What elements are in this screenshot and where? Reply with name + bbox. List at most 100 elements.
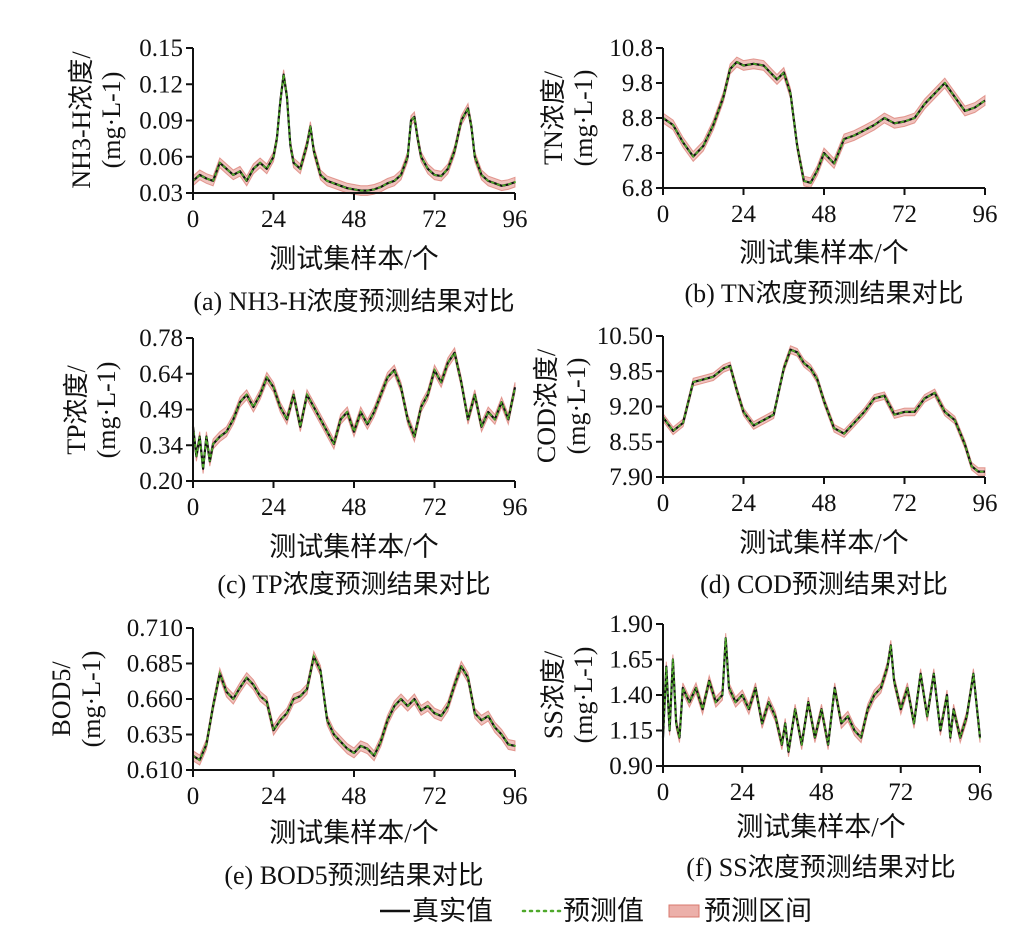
panel-e-xtick-label: 48 (342, 783, 367, 810)
panel-b-ylabel-line2: (mg·L-1) (569, 70, 598, 167)
panel-d-ytick-label: 8.55 (609, 429, 653, 456)
panel-f-xlabel: 测试集样本/个 (736, 812, 906, 842)
panel-d-xlabel: 测试集样本/个 (739, 528, 909, 558)
panel-c: TP浓度/ (mg·L-1) 测试集样本/个 (c) TP浓度预测结果对比 0.… (62, 325, 528, 599)
panel-d-interval-band (662, 345, 986, 476)
panel-c-xtick-label: 24 (261, 494, 287, 521)
legend-true-label: 真实值 (412, 896, 493, 926)
panel-e-interval-band (192, 649, 516, 766)
panel-a-ytick-label: 0.03 (139, 180, 183, 207)
panel-b-xtick-label: 96 (973, 201, 998, 228)
panel-b-xtick-label: 72 (892, 201, 917, 228)
panel-a-xtick-label: 24 (261, 206, 287, 233)
panel-a: NH3-H浓度/ (mg·L-1) 测试集样本/个 (a) NH3-H浓度预测结… (67, 35, 528, 316)
panel-e-ytick-label: 0.610 (127, 757, 183, 784)
panel-d-ytick-label: 7.90 (609, 464, 653, 491)
panel-f-xtick-label: 24 (730, 779, 756, 806)
panel-c-ytick-label: 0.34 (139, 432, 183, 459)
panel-d-xtick-label: 24 (731, 490, 757, 517)
panel-f-pred-line (662, 638, 981, 752)
panel-d-true-line (662, 348, 985, 473)
panel-d-caption: (d) COD预测结果对比 (700, 570, 948, 599)
panel-f-xtick-label: 48 (809, 779, 834, 806)
panel-f-ytick-label: 0.90 (609, 753, 653, 780)
panel-d-pred-line (662, 348, 986, 473)
panel-b-ytick-label: 7.8 (622, 140, 653, 167)
panel-a-caption: (a) NH3-H浓度预测结果对比 (193, 287, 514, 316)
panel-c-caption: (c) TP浓度预测结果对比 (217, 570, 490, 599)
panel-a-ytick-label: 0.15 (139, 35, 183, 62)
panel-e-xlabel: 测试集样本/个 (269, 818, 439, 848)
panel-b-interval-band (662, 56, 986, 189)
panel-f-ylabel-line1: SS浓度/ (539, 650, 568, 739)
panel-c-ytick-label: 0.78 (139, 325, 183, 352)
panel-e-xtick-label: 24 (261, 783, 287, 810)
panel-a-ytick-label: 0.12 (139, 71, 183, 98)
panel-f-ytick-label: 1.90 (609, 611, 653, 638)
panel-e-xtick-label: 72 (422, 783, 447, 810)
panel-d: COD浓度/ (mg·L-1) 测试集样本/个 (d) COD预测结果对比 7.… (532, 323, 998, 599)
panel-b-ylabel-line1: TN浓度/ (539, 70, 568, 165)
panel-f: SS浓度/ (mg·L-1) 测试集样本/个 (f) SS浓度预测结果对比 0.… (539, 611, 993, 882)
panel-e-ylabel-line1: BOD5/ (47, 661, 76, 737)
panel-d-ylabel-line1: COD浓度/ (532, 348, 561, 463)
panel-f-xtick-label: 72 (888, 779, 913, 806)
legend-interval-label: 预测区间 (704, 896, 812, 926)
panel-c-xtick-label: 0 (187, 494, 200, 521)
panel-b-ytick-label: 10.8 (609, 35, 653, 62)
panel-f-interval-band (662, 633, 981, 757)
panel-c-ytick-label: 0.49 (139, 397, 183, 424)
panel-a-true-line (192, 73, 516, 192)
panel-b-ytick-label: 9.8 (622, 70, 653, 97)
legend-pred-label: 预测值 (563, 896, 644, 926)
panel-e-ylabel-line2: (mg·L-1) (77, 651, 106, 748)
panel-e-ytick-label: 0.685 (127, 651, 183, 678)
panel-b-ytick-label: 6.8 (622, 175, 653, 202)
panel-f-ylabel-line2: (mg·L-1) (569, 647, 598, 744)
panel-d-ytick-label: 10.50 (597, 323, 653, 350)
panel-a-xtick-label: 72 (422, 206, 447, 233)
panel-b-caption: (b) TN浓度预测结果对比 (684, 279, 963, 308)
panel-b-xtick-label: 48 (812, 201, 837, 228)
panel-a-ytick-label: 0.09 (139, 108, 183, 135)
panel-f-ytick-label: 1.65 (609, 647, 653, 674)
panel-c-ytick-label: 0.64 (139, 361, 183, 388)
panel-f-xtick-label: 0 (657, 779, 670, 806)
panel-a-ylabel-line1: NH3-H浓度/ (67, 51, 96, 189)
panel-e-ytick-label: 0.660 (127, 686, 183, 713)
panel-b-true-line (662, 60, 986, 184)
panel-a-pred-line (192, 74, 516, 192)
legend: 真实值 预测值 预测区间 (380, 896, 812, 926)
panel-e-ytick-label: 0.635 (127, 722, 183, 749)
panel-d-ytick-label: 9.20 (609, 394, 653, 421)
legend-interval-swatch (668, 904, 700, 918)
panel-c-xtick-label: 48 (342, 494, 367, 521)
panel-c-pred-line (192, 350, 516, 469)
panel-f-ytick-label: 1.40 (609, 682, 653, 709)
panel-f-true-line (661, 637, 982, 753)
panel-f-ytick-label: 1.15 (609, 718, 653, 745)
panel-d-xtick-label: 96 (973, 490, 998, 517)
panel-e-caption: (e) BOD5预测结果对比 (224, 861, 483, 890)
panel-c-xtick-label: 96 (503, 494, 528, 521)
panel-d-ylabel-line2: (mg·L-1) (562, 358, 591, 455)
panel-e-xtick-label: 96 (503, 783, 528, 810)
panel-c-ytick-label: 0.20 (139, 468, 183, 495)
panel-c-xtick-label: 72 (422, 494, 447, 521)
panel-b-ytick-label: 8.8 (622, 105, 653, 132)
panel-e: BOD5/ (mg·L-1) 测试集样本/个 (e) BOD5预测结果对比 0.… (47, 615, 528, 890)
panel-b-xtick-label: 0 (657, 201, 670, 228)
panel-c-true-line (191, 351, 517, 470)
panel-b: TN浓度/ (mg·L-1) 测试集样本/个 (b) TN浓度预测结果对比 6.… (539, 35, 998, 308)
panel-d-ytick-label: 9.85 (609, 358, 653, 385)
panel-b-pred-line (662, 60, 986, 184)
panel-a-xtick-label: 48 (342, 206, 367, 233)
panel-c-xlabel: 测试集样本/个 (269, 532, 439, 562)
panel-e-ytick-label: 0.710 (127, 615, 183, 642)
panel-a-interval-band (192, 69, 516, 196)
panel-a-ytick-label: 0.06 (139, 144, 183, 171)
panel-e-pred-line (192, 653, 516, 762)
panel-a-ylabel-line2: (mg·L-1) (97, 72, 126, 169)
panel-d-xtick-label: 72 (892, 490, 917, 517)
